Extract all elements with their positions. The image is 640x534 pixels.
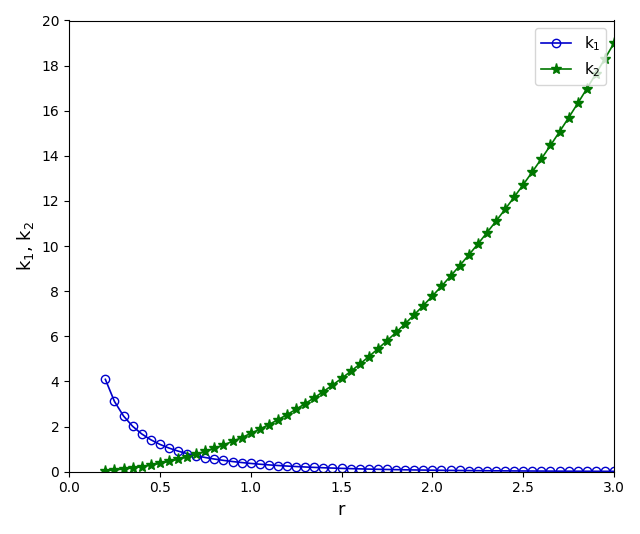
k$_2$: [447, 273, 454, 279]
k$_1$: [238, 459, 246, 466]
k$_1$: [319, 465, 327, 471]
k$_1$: [610, 468, 618, 475]
X-axis label: r: r: [338, 501, 346, 519]
Line: k$_1$: k$_1$: [101, 375, 618, 475]
k$_2$: [610, 40, 618, 46]
Legend: k$_1$, k$_2$: k$_1$, k$_2$: [534, 28, 607, 85]
Line: k$_2$: k$_2$: [100, 37, 620, 476]
k$_1$: [120, 413, 127, 419]
k$_1$: [102, 376, 109, 382]
k$_1$: [129, 423, 136, 429]
Y-axis label: k$_1$, k$_2$: k$_1$, k$_2$: [15, 221, 36, 271]
k$_2$: [120, 466, 127, 472]
k$_2$: [319, 388, 327, 395]
k$_2$: [238, 434, 246, 441]
k$_1$: [456, 467, 463, 474]
k$_2$: [129, 465, 136, 471]
k$_2$: [456, 263, 463, 269]
k$_1$: [447, 467, 454, 474]
k$_2$: [102, 467, 109, 474]
